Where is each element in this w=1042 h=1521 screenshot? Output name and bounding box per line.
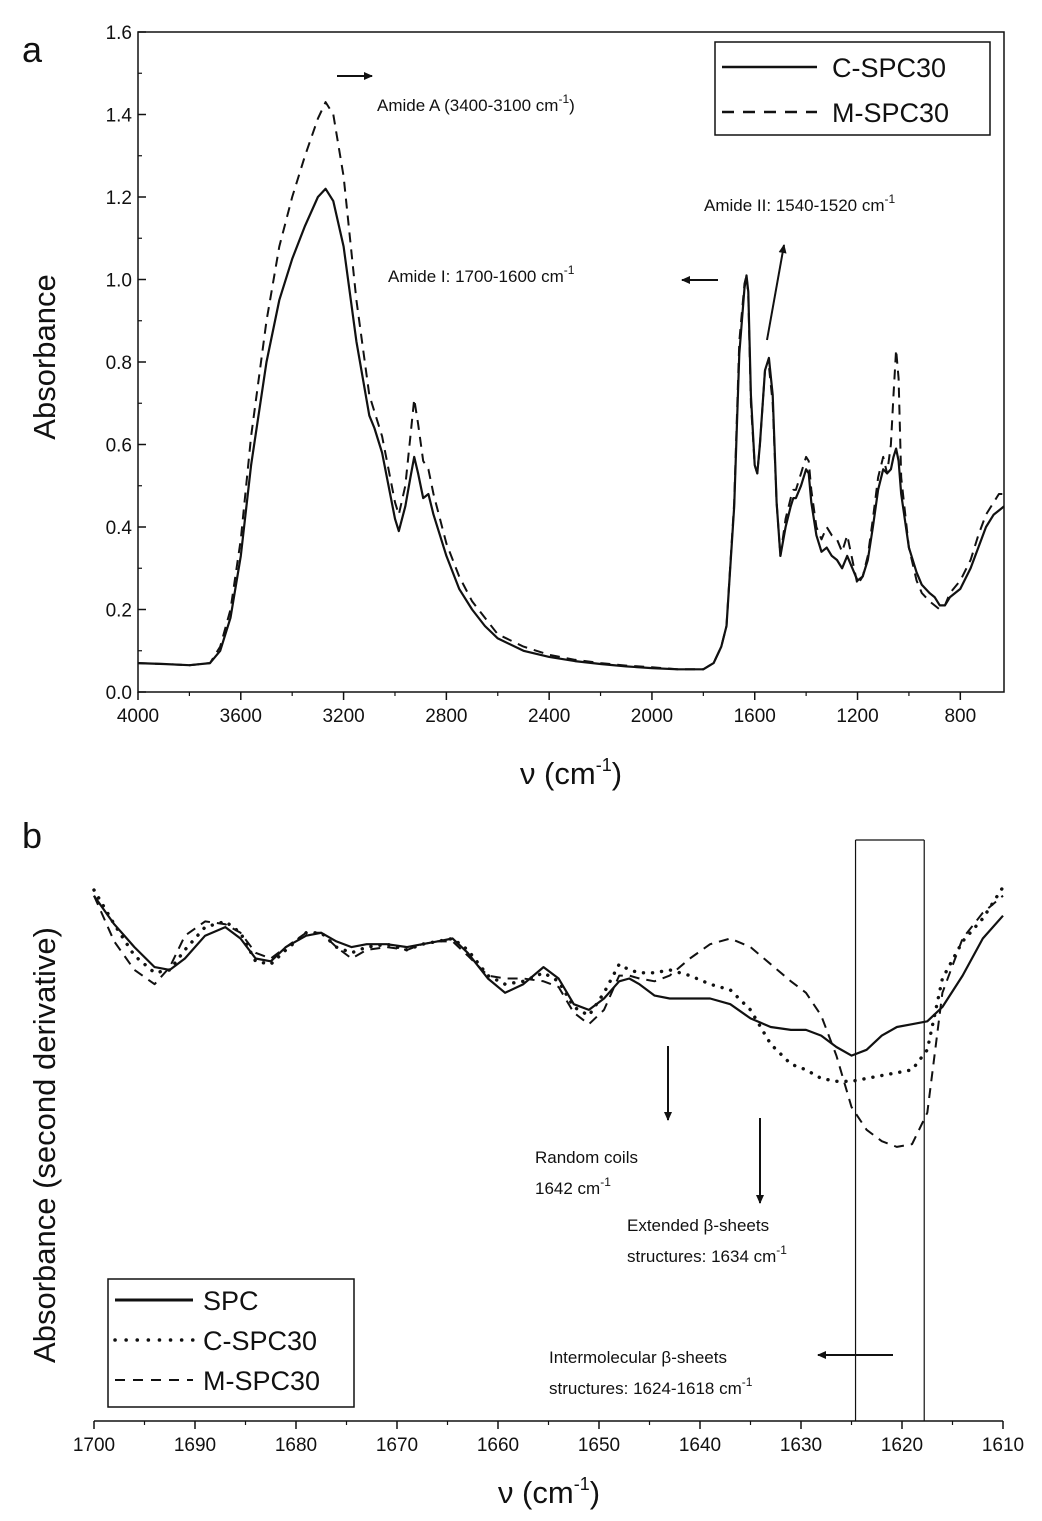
series-line-m-spc30-b <box>93 894 1004 1148</box>
y-axis-ticks-a: 0.0 0.2 0.4 0.6 0.8 1.0 1.2 1.4 1.6 <box>106 23 146 704</box>
y-tick-label: 1.2 <box>106 188 132 209</box>
x-tick-label: 1610 <box>982 1435 1024 1456</box>
x-tick-label: 1650 <box>578 1435 620 1456</box>
plot-area-b <box>92 885 1005 1148</box>
x-tick-label: 1630 <box>780 1435 822 1456</box>
legend-b: SPC C-SPC30 M-SPC30 <box>107 1278 355 1408</box>
y-tick-label: 1.0 <box>106 271 132 292</box>
x-tick-label: 1660 <box>477 1435 519 1456</box>
x-tick-label: 3200 <box>322 706 364 727</box>
intermolecular-beta-annotation: Intermolecular β-sheets structures: 1624-… <box>549 1348 753 1398</box>
y-tick-label: 0.2 <box>106 601 132 622</box>
x-tick-label: 1600 <box>734 706 776 727</box>
random-coils-line1: Random coils <box>535 1148 638 1167</box>
legend-label-m-spc30-a: M-SPC30 <box>832 98 949 128</box>
x-tick-label: 800 <box>944 706 976 727</box>
x-tick-label: 1700 <box>73 1435 115 1456</box>
y-tick-label: 1.4 <box>106 106 133 127</box>
y-tick-label: 1.6 <box>106 23 132 44</box>
series-line-m-spc30-a <box>137 101 1004 671</box>
x-tick-label: 1670 <box>376 1435 418 1456</box>
amide-i-annotation: Amide I: 1700-1600 cm-1 <box>388 263 575 286</box>
series-line-c-spc30-b <box>92 885 1005 1083</box>
x-axis-label-b: ν (cm-1) <box>498 1474 600 1510</box>
x-tick-label: 2000 <box>631 706 673 727</box>
highlight-band-b <box>854 839 925 1421</box>
amide-ii-arrow <box>766 244 787 341</box>
amide-ii-annotation: Amide II: 1540-1520 cm-1 <box>704 192 895 215</box>
x-axis-ticks-b: 1700 1690 1680 1670 1660 1650 1640 1630 1620 1610 <box>73 1421 1024 1456</box>
y-tick-label: 0.8 <box>106 353 132 374</box>
legend-box-a <box>714 41 991 136</box>
x-tick-label: 1680 <box>275 1435 317 1456</box>
x-tick-label: 1200 <box>836 706 878 727</box>
panel-letter-b: b <box>22 815 42 856</box>
chart-panel-a: a 0.0 0.2 0.4 0.6 0.8 1.0 1.2 1.4 1.6 4000 3600 32… <box>22 23 1005 791</box>
x-tick-label: 1690 <box>174 1435 216 1456</box>
extended-beta-annotation: Extended β-sheets structures: 1634 cm-1 <box>627 1216 787 1266</box>
legend-label-c-spc30-a: C-SPC30 <box>832 53 946 83</box>
y-axis-label-a: Absorbance <box>27 274 62 439</box>
y-tick-label: 0.0 <box>106 683 132 704</box>
plot-area-a <box>137 101 1005 671</box>
chart-panel-b: b 1700 1690 1680 1670 1660 1650 1640 1630 1620 16… <box>22 815 1024 1510</box>
amide-a-annotation: Amide A (3400-3100 cm-1) <box>377 92 575 115</box>
random-coils-annotation: Random coils 1642 cm-1 <box>535 1148 638 1198</box>
x-axis-label-a: ν (cm-1) <box>520 755 622 791</box>
x-tick-label: 3600 <box>220 706 262 727</box>
legend-a: C-SPC30 M-SPC30 <box>714 41 991 136</box>
x-axis-ticks-a: 4000 3600 3200 2800 2400 2000 1600 1200 800 <box>117 692 976 727</box>
panel-letter-a: a <box>22 29 43 70</box>
x-tick-label: 1620 <box>881 1435 923 1456</box>
legend-label-spc-b: SPC <box>203 1286 259 1316</box>
x-tick-label: 2800 <box>425 706 467 727</box>
legend-box-b <box>107 1278 355 1408</box>
y-axis-label-b: Absorbance (second derivative) <box>27 927 62 1363</box>
legend-label-m-spc30-b: M-SPC30 <box>203 1366 320 1396</box>
legend-label-c-spc30-b: C-SPC30 <box>203 1326 317 1356</box>
x-tick-label: 2400 <box>528 706 570 727</box>
x-tick-label: 4000 <box>117 706 159 727</box>
series-line-c-spc30-a <box>137 187 1005 671</box>
series-line-spc-b <box>93 895 1004 1057</box>
y-tick-label: 0.4 <box>106 518 133 539</box>
x-tick-label: 1640 <box>679 1435 721 1456</box>
y-tick-label: 0.6 <box>106 436 132 457</box>
